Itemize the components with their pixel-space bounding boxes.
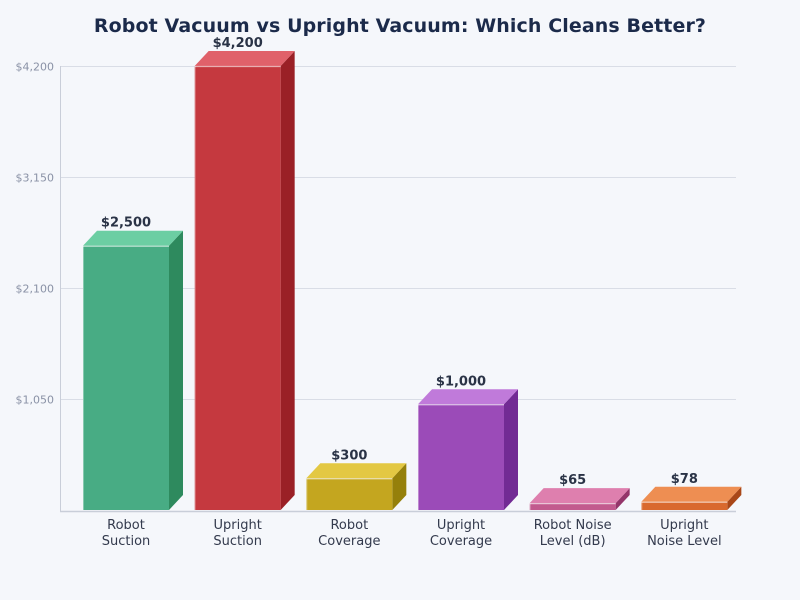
bar-front-face [641,501,728,510]
bar-side-face [504,389,518,510]
bar-front-face [418,404,504,510]
y-tick-label: $4,200 [16,61,55,74]
bar-top-face [418,389,518,405]
bar-top-face [529,488,630,504]
bar [418,389,518,510]
axes [60,66,736,513]
bar [194,51,295,510]
category-label: Upright Suction [213,518,262,549]
bar-side-face [727,486,742,510]
bar [641,486,742,510]
value-label: $1,000 [436,374,486,389]
y-tick-label: $1,050 [16,394,55,407]
bar-front-face [306,478,393,510]
category-label: Upright Noise Level [647,518,722,549]
bar [83,230,183,510]
y-axis-ticks: $1,050 $2,100 $3,150 $4,200 [16,61,55,407]
bar-front-face [194,66,281,510]
value-label: $78 [671,472,698,487]
category-label: Robot Coverage [318,518,380,549]
bar-front-face [83,245,169,510]
value-label: $4,200 [213,36,263,51]
bar-side-face [280,51,295,510]
bars: $2,500 $4,200 $300 $1,000 $65 $78 [83,36,742,510]
value-label: $300 [331,448,367,463]
bar-top-face [306,463,407,479]
bar-side-face [615,488,630,510]
category-label: Robot Suction [102,518,151,549]
x-axis-labels: Robot Suction Upright Suction Robot Coverage U… [102,518,722,549]
bar-top-face [83,230,183,246]
bar [529,488,630,510]
category-label: Robot Noise Level (dB) [534,518,612,549]
bar-front-face [529,503,616,510]
value-label: $65 [559,473,586,488]
y-tick-label: $2,100 [16,283,55,296]
bar [306,463,407,510]
category-label: Upright Coverage [430,518,492,549]
bar-side-face [169,230,183,510]
bar-top-face [641,486,742,502]
bar-top-face [194,51,295,66]
value-label: $2,500 [101,216,151,231]
y-tick-label: $3,150 [16,172,55,185]
bar-side-face [392,463,407,510]
chart-title: Robot Vacuum vs Upright Vacuum: Which Cl… [93,15,707,37]
